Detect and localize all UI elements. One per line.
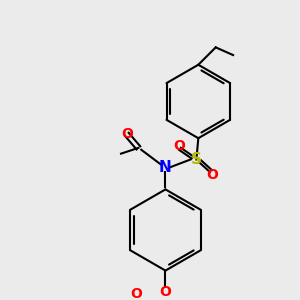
Text: O: O: [121, 127, 133, 141]
Text: O: O: [130, 287, 142, 300]
Text: S: S: [191, 152, 202, 167]
Text: O: O: [173, 139, 185, 153]
Text: O: O: [160, 285, 171, 299]
Text: O: O: [206, 168, 218, 182]
Text: N: N: [159, 160, 172, 175]
